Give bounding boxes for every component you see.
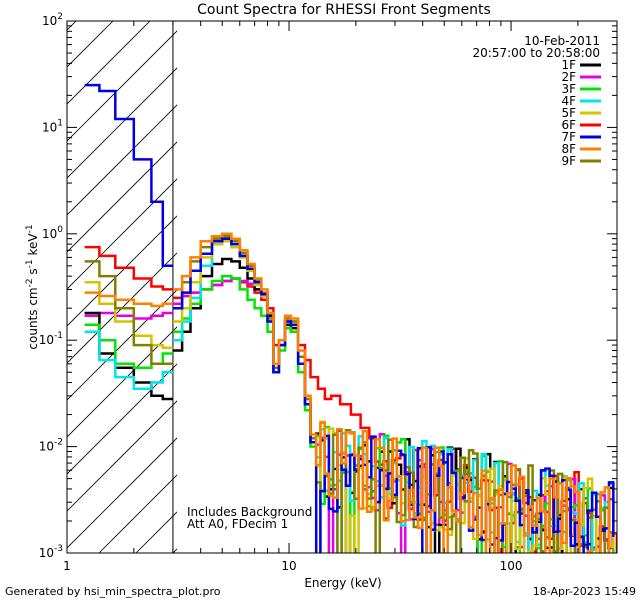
- hatch-line: [98, 474, 177, 553]
- series-line-low-6F: [84, 245, 173, 291]
- y-tick-labels: 10-3 10-2 10-1 100 101 102: [39, 12, 64, 560]
- series-line-low-9F: [84, 260, 173, 366]
- plot-frame: [66, 20, 618, 554]
- y-axis-label: counts cm-2 s-1 keV-1: [25, 224, 40, 349]
- y-tick-label: 10-2: [39, 438, 63, 454]
- hatch-line: [67, 437, 177, 549]
- series-8F: [84, 232, 611, 553]
- hatch-line: [67, 252, 177, 364]
- hatch-line: [67, 141, 177, 253]
- y-tick-label: 10-3: [39, 544, 63, 560]
- legend-label-2F: 2F: [561, 70, 576, 84]
- attenuator-note: Att A0, FDecim 1: [187, 517, 288, 531]
- x-tick-label: 1: [63, 559, 71, 573]
- series-line-low-8F: [84, 291, 173, 308]
- y-tick-label: 101: [42, 118, 63, 134]
- series-line-7F: [172, 237, 615, 553]
- series-line-8F: [172, 232, 611, 553]
- hatch-line: [67, 67, 177, 179]
- timestamp-footer: 18-Apr-2023 15:49: [533, 585, 636, 598]
- legend-label-8F: 8F: [561, 142, 576, 156]
- legend-label-5F: 5F: [561, 106, 576, 120]
- legend-label-6F: 6F: [561, 118, 576, 132]
- y-tick-label: 102: [42, 12, 63, 28]
- axis-ticks: [66, 20, 618, 554]
- legend-label-1F: 1F: [561, 58, 576, 72]
- time-range-label: 20:57:00 to 20:58:00: [473, 46, 600, 60]
- date-label: 10-Feb-2011: [524, 34, 600, 48]
- chart-title: Count Spectra for RHESSI Front Segments: [197, 2, 491, 18]
- legend-label-7F: 7F: [561, 130, 576, 144]
- hatch-line: [67, 363, 177, 475]
- hatch-line: [67, 400, 177, 512]
- x-tick-labels: 1 10 100: [63, 559, 522, 573]
- hatch-line: [67, 30, 177, 142]
- series-lines: [84, 83, 617, 553]
- hatch-line: [67, 215, 177, 327]
- series-line-low-4F: [84, 330, 173, 390]
- x-axis-label: Energy (keV): [304, 576, 381, 590]
- series-7F: [84, 83, 615, 553]
- x-tick-label: 10: [281, 559, 296, 573]
- series-line-low-7F: [84, 83, 173, 268]
- background-note: Includes Background: [187, 505, 312, 519]
- hatch-line: [67, 178, 177, 290]
- legend-label-4F: 4F: [561, 94, 576, 108]
- y-tick-label: 10-1: [39, 331, 63, 347]
- legend-label-3F: 3F: [561, 82, 576, 96]
- y-tick-label: 100: [42, 225, 63, 241]
- x-tick-label: 100: [500, 559, 523, 573]
- legend-label-9F: 9F: [561, 154, 576, 168]
- generated-by-footer: Generated by hsi_min_spectra_plot.pro: [5, 585, 221, 598]
